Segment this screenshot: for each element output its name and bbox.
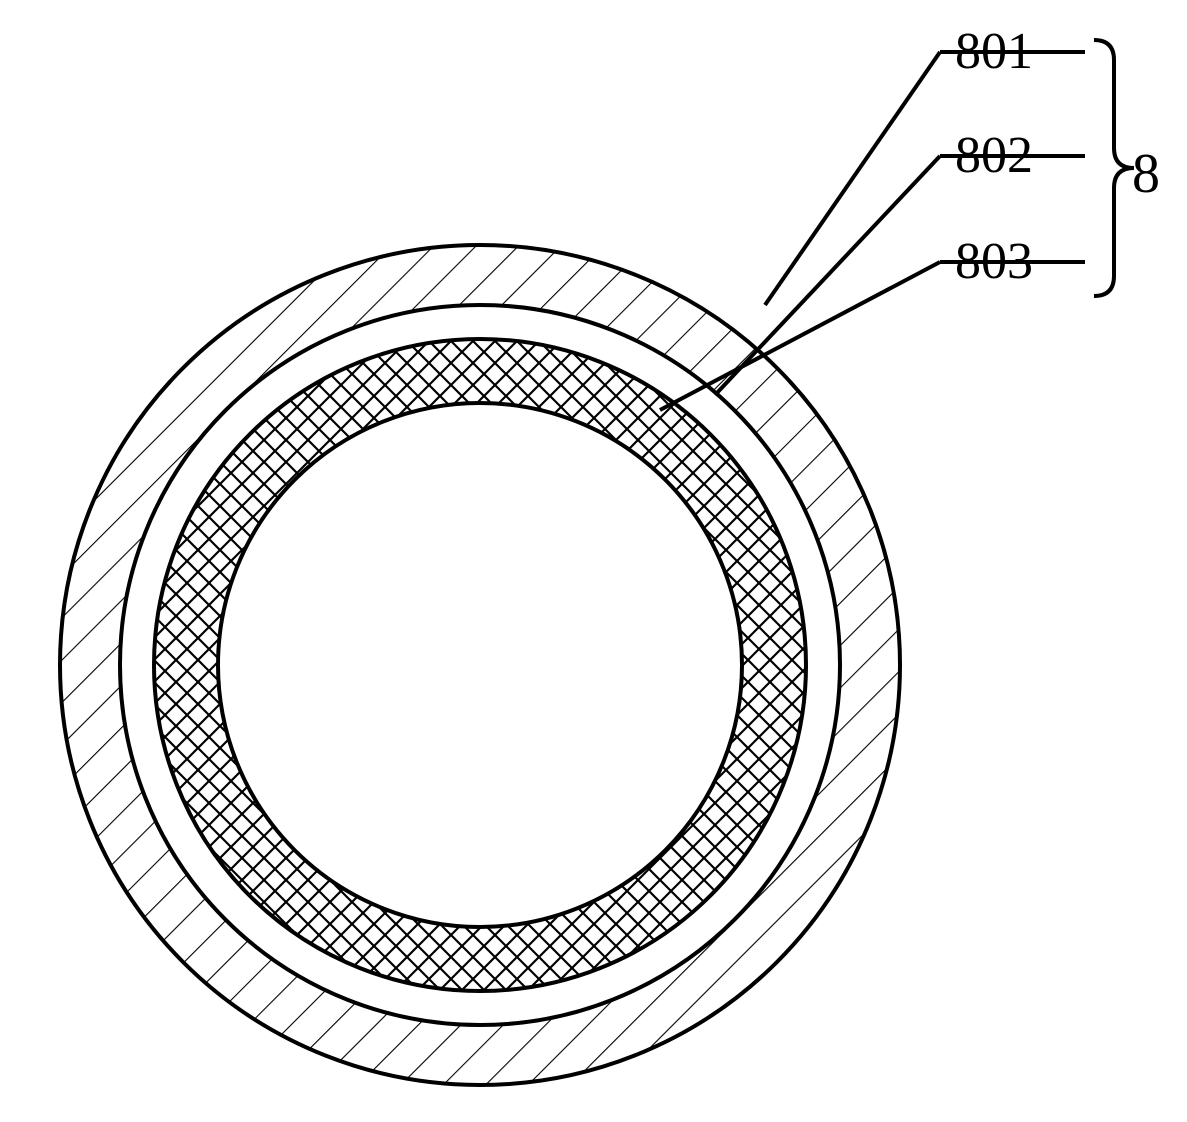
label-802: 802 <box>955 127 1033 184</box>
label-803: 803 <box>955 233 1033 290</box>
diagram-canvas: 801 802 803 8 <box>0 0 1187 1122</box>
label-group-8: 8 <box>1132 143 1160 205</box>
label-801: 801 <box>955 23 1033 80</box>
